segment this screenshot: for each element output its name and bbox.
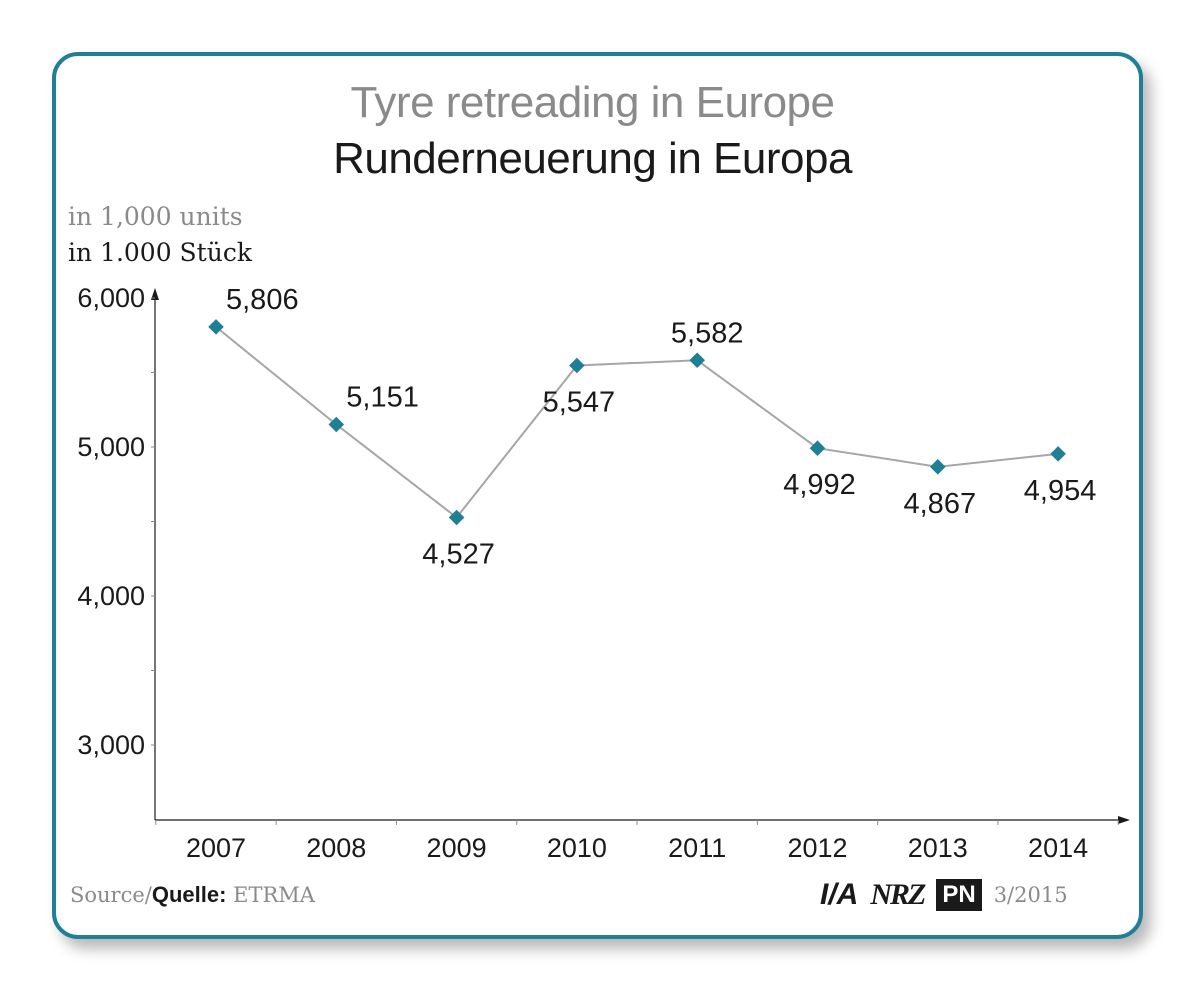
data-label: 5,151 — [346, 382, 419, 414]
y-axis-arrow — [151, 288, 159, 300]
data-point — [689, 352, 705, 369]
ia-logo: I/A — [820, 878, 859, 911]
x-tick-label: 2011 — [668, 833, 726, 863]
y-tick-label: 5,000 — [77, 432, 145, 462]
source-value: ETRMA — [226, 883, 315, 907]
series-line — [215, 326, 1059, 519]
x-tick-label: 2014 — [1028, 833, 1088, 863]
nrz-logo: NRZ — [870, 878, 926, 911]
chart-subtitle: Runderneuerung in Europa — [333, 134, 852, 183]
data-label: 4,954 — [1024, 475, 1097, 507]
chart-frame — [52, 52, 1143, 939]
x-tick-label: 2012 — [787, 833, 847, 863]
data-point — [1050, 446, 1066, 462]
data-point — [930, 459, 946, 475]
y-axis-unit-label: in 1,000 units — [68, 202, 243, 231]
source-label: Source/ — [70, 883, 152, 907]
x-tick-label: 2009 — [427, 833, 487, 863]
pn-logo: PN — [936, 879, 982, 911]
data-label: 5,806 — [226, 284, 299, 316]
y-tick-label: 3,000 — [77, 730, 145, 760]
chart-title: Tyre retreading in Europe — [350, 78, 835, 127]
y-axis-unit-label-de: in 1.000 Stück — [68, 238, 252, 267]
y-tick-label: 4,000 — [77, 581, 145, 611]
issue-label: 3/2015 — [993, 883, 1068, 907]
data-label: 4,867 — [904, 488, 977, 520]
x-tick-label: 2013 — [908, 833, 968, 863]
source-note: Source/Quelle: ETRMA — [70, 882, 315, 908]
data-label: 4,527 — [422, 538, 495, 570]
data-point — [809, 440, 826, 456]
data-label: 4,992 — [783, 469, 856, 501]
x-axis-arrow — [1118, 816, 1130, 824]
data-point — [208, 319, 224, 335]
x-tick-label: 2007 — [186, 833, 246, 863]
x-tick-label: 2010 — [547, 833, 607, 863]
data-label: 5,547 — [543, 386, 616, 418]
x-tick-label: 2008 — [306, 833, 366, 863]
data-label: 5,582 — [671, 317, 744, 349]
publisher-logos: I/A NRZ PN 3/2015 — [820, 878, 1068, 912]
source-label-de: Quelle: — [151, 882, 227, 907]
y-tick-label: 6,000 — [77, 283, 145, 313]
